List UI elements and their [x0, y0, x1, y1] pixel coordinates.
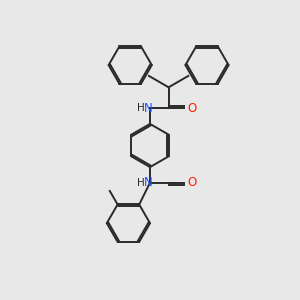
Text: N: N: [144, 102, 153, 115]
Text: H: H: [137, 103, 145, 113]
Text: H: H: [137, 178, 145, 188]
Text: N: N: [144, 176, 153, 189]
Text: O: O: [187, 102, 196, 115]
Text: O: O: [187, 176, 196, 189]
